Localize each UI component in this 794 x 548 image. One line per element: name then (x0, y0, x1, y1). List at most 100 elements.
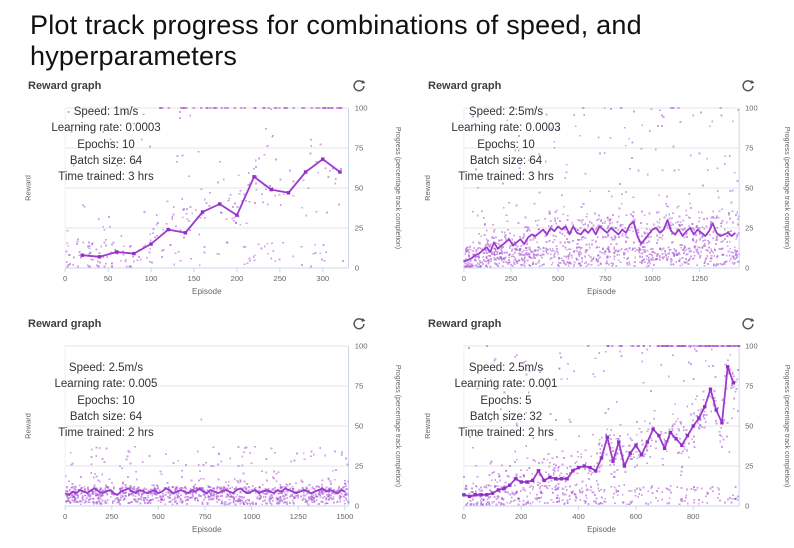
right-axis-title: Progress (percentage track completion) (783, 127, 790, 249)
x-axis: 0 250 500 750 1000 1250 1500 Episode (63, 505, 353, 534)
y-gridlines (463, 345, 740, 467)
right-y-axis: 0 25 50 75 100 Progress (percentage track com… (745, 103, 790, 272)
refresh-button[interactable] (740, 316, 756, 332)
refresh-icon (353, 317, 366, 330)
y-tick-label: 50 (745, 421, 753, 430)
reward-line (80, 157, 342, 259)
x-axis: 0 250 500 750 1000 1250 Episode (462, 267, 740, 296)
x-tick-label: 500 (152, 512, 165, 521)
x-tick-label: 100 (145, 274, 158, 283)
card-header: Reward graph (20, 314, 405, 332)
y-tick-label: 75 (355, 144, 364, 153)
x-tick-label: 750 (199, 512, 212, 521)
x-axis: 0 200 400 600 800 Episode (462, 505, 740, 534)
card-header: Reward graph (420, 314, 794, 332)
refresh-button[interactable] (740, 78, 756, 94)
y-tick-label: 50 (355, 184, 364, 193)
reward-line (462, 365, 736, 499)
y-tick-label: 100 (745, 103, 757, 112)
x-axis-title: Episode (192, 525, 222, 534)
y-tick-label: 75 (745, 381, 753, 390)
y-tick-label: 100 (355, 342, 368, 351)
x-tick-label: 0 (63, 274, 67, 283)
x-tick-label: 200 (230, 274, 243, 283)
right-axis-title: Progress (percentage track completion) (394, 127, 402, 249)
right-axis-title: Progress (percentage track completion) (394, 365, 402, 487)
reward-chart-card: Reward graph 0 50 100 150 200 250 300 Episode 0 2… (20, 76, 405, 310)
reward-line (463, 219, 736, 263)
refresh-button[interactable] (351, 78, 367, 94)
y-tick-label: 100 (355, 104, 368, 113)
y-tick-label: 0 (745, 263, 749, 272)
y-tick-label: 0 (355, 502, 359, 511)
left-axis-title: Reward (423, 413, 432, 439)
x-axis-title: Episode (192, 287, 222, 296)
x-tick-label: 200 (515, 512, 527, 521)
left-axis-title: Reward (23, 175, 32, 201)
card-header: Reward graph (420, 76, 794, 94)
x-tick-label: 250 (273, 274, 286, 283)
chart-title: Reward graph (428, 80, 502, 92)
refresh-button[interactable] (351, 316, 367, 332)
right-y-axis: 0 25 50 75 100 Progress (percentage track com… (745, 341, 790, 510)
y-gridlines (65, 345, 349, 467)
x-tick-label: 1250 (290, 512, 307, 521)
chart-area: 0 200 400 600 800 Episode 0 25 50 75 100 Progress (… (420, 332, 794, 544)
left-axis-title: Reward (423, 175, 432, 201)
x-tick-label: 1000 (243, 512, 260, 521)
x-tick-label: 250 (105, 512, 118, 521)
reward-progress-chart: 0 50 100 150 200 250 300 Episode 0 25 50 75 100 Progr… (23, 104, 402, 296)
x-tick-label: 750 (599, 274, 611, 283)
x-axis-title: Episode (587, 287, 616, 296)
chart-title: Reward graph (28, 318, 102, 330)
y-tick-label: 75 (745, 143, 753, 152)
x-tick-label: 1250 (691, 274, 708, 283)
x-axis-title: Episode (587, 525, 616, 534)
reward-progress-chart: 0 250 500 750 1000 1250 1500 Episode 0 25 50 75 100 P… (23, 342, 402, 534)
reward-chart-card: Reward graph 0 250 500 750 1000 1250 Episode 0 2… (420, 76, 794, 310)
x-tick-label: 600 (630, 512, 642, 521)
y-tick-label: 50 (745, 183, 753, 192)
x-tick-label: 150 (188, 274, 201, 283)
scatter-points (65, 107, 344, 268)
y-tick-label: 0 (355, 264, 359, 273)
x-tick-label: 500 (552, 274, 564, 283)
x-tick-label: 250 (505, 274, 517, 283)
y-tick-label: 25 (745, 223, 753, 232)
page-title: Plot track progress for combinations of … (30, 10, 642, 71)
y-tick-label: 50 (355, 422, 364, 431)
x-tick-label: 400 (572, 512, 584, 521)
chart-title: Reward graph (28, 80, 102, 92)
x-tick-label: 800 (687, 512, 699, 521)
charts-grid: Reward graph 0 50 100 150 200 250 300 Episode 0 2… (0, 76, 794, 548)
y-tick-label: 75 (355, 382, 364, 391)
chart-area: 0 250 500 750 1000 1250 1500 Episode 0 25 50 75 100 P… (20, 332, 405, 544)
x-tick-label: 0 (462, 512, 466, 521)
x-tick-label: 300 (316, 274, 329, 283)
y-tick-label: 25 (745, 461, 753, 470)
reward-line (64, 487, 346, 496)
chart-area: 0 50 100 150 200 250 300 Episode 0 25 50 75 100 Progr… (20, 94, 405, 306)
chart-area: 0 250 500 750 1000 1250 Episode 0 25 50 75 100 Progr… (420, 94, 794, 306)
refresh-icon (353, 79, 366, 92)
x-tick-label: 50 (104, 274, 113, 283)
y-tick-label: 25 (355, 224, 364, 233)
x-tick-label: 0 (462, 274, 466, 283)
scatter-points (463, 107, 740, 268)
reward-chart-card: Reward graph 0 200 400 600 800 Episode 0 25 50 75… (420, 314, 794, 548)
y-tick-label: 0 (745, 501, 749, 510)
refresh-icon (742, 79, 755, 92)
scatter-points (463, 345, 741, 506)
right-axis-title: Progress (percentage track completion) (783, 365, 790, 487)
y-tick-label: 25 (355, 462, 364, 471)
chart-title: Reward graph (428, 318, 502, 330)
y-gridlines (463, 107, 740, 229)
x-tick-label: 1000 (644, 274, 661, 283)
x-tick-label: 0 (63, 512, 67, 521)
left-axis-title: Reward (23, 413, 32, 439)
x-axis: 0 50 100 150 200 250 300 Episode (63, 267, 349, 296)
y-tick-label: 100 (745, 341, 757, 350)
reward-progress-chart: 0 250 500 750 1000 1250 Episode 0 25 50 75 100 Progr… (423, 103, 790, 296)
x-tick-label: 1500 (336, 512, 353, 521)
refresh-icon (742, 317, 755, 330)
